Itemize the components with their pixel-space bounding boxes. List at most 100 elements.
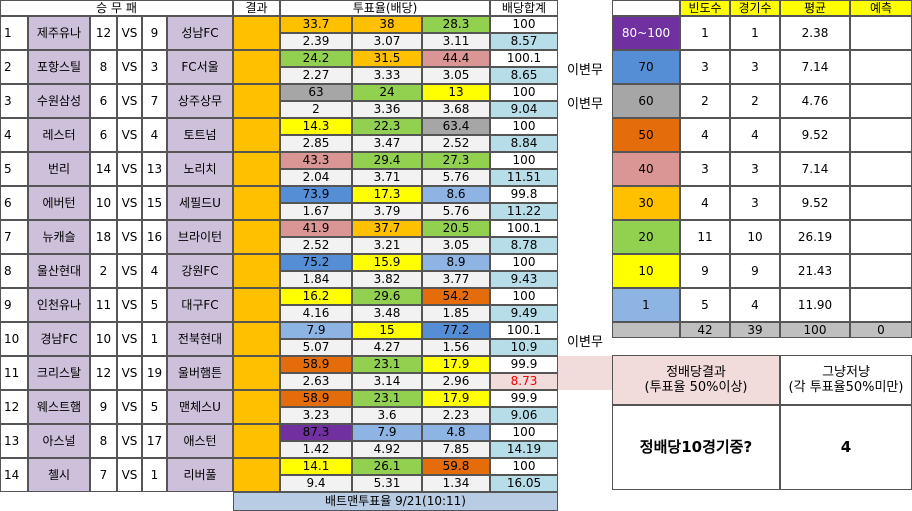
result	[233, 118, 280, 152]
odds: 2.52	[280, 237, 352, 254]
home-team: 번리	[28, 152, 90, 186]
odds-sum: 8.65	[490, 67, 558, 84]
games: 9	[730, 254, 780, 288]
vote-rate: 28.3	[422, 16, 490, 33]
odds-sum: 8.78	[490, 237, 558, 254]
vote-rate: 29.4	[352, 152, 422, 169]
vote-rate: 43.3	[280, 152, 352, 169]
games: 4	[730, 118, 780, 152]
vote-sum: 100.1	[490, 220, 558, 237]
highlight-band	[558, 356, 612, 390]
vote-rate: 33.7	[280, 16, 352, 33]
vote-rate: 63	[280, 84, 352, 101]
odds: 5.76	[422, 203, 490, 220]
odds: 3.36	[352, 101, 422, 118]
avg: 9.52	[780, 118, 850, 152]
odds: 2.52	[422, 135, 490, 152]
odds: 3.71	[352, 169, 422, 186]
total-avg: 100	[780, 322, 850, 338]
odds: 5.76	[422, 169, 490, 186]
avg: 9.52	[780, 186, 850, 220]
odds: 2.27	[280, 67, 352, 84]
odds-sum: 11.22	[490, 203, 558, 220]
odds: 9.4	[280, 475, 352, 492]
away-team: 노리치	[167, 152, 233, 186]
result	[233, 322, 280, 356]
home-team: 첼시	[28, 458, 90, 492]
vote-rate: 63.4	[422, 118, 490, 135]
vote-rate: 29.6	[352, 288, 422, 305]
summary-col2: 그냥저냥 (각 투표율50%미만)	[780, 355, 912, 405]
away-team: 리버풀	[167, 458, 233, 492]
vs: VS	[117, 424, 142, 458]
range: 40	[612, 152, 680, 186]
home-team: 수원삼성	[28, 84, 90, 118]
odds: 4.92	[352, 441, 422, 458]
header-sum: 배당합계	[490, 0, 558, 16]
home-rank: 8	[90, 50, 117, 84]
odds: 5.31	[352, 475, 422, 492]
odds: 3.23	[280, 407, 352, 424]
home-rank: 6	[90, 118, 117, 152]
prediction	[850, 220, 912, 254]
vs: VS	[117, 356, 142, 390]
games: 10	[730, 220, 780, 254]
odds-sum: 8.73	[490, 373, 558, 390]
vote-rate: 17.9	[422, 390, 490, 407]
away-rank: 13	[142, 152, 167, 186]
vote-rate: 73.9	[280, 186, 352, 203]
match-no: 12	[0, 390, 28, 424]
vote-rate: 24.2	[280, 50, 352, 67]
summary-answer: 4	[780, 405, 912, 490]
vote-rate: 16.2	[280, 288, 352, 305]
prediction	[850, 16, 912, 50]
odds-sum: 9.06	[490, 407, 558, 424]
match-no: 11	[0, 356, 28, 390]
header-votes: 투표율(배당)	[280, 0, 490, 16]
away-rank: 1	[142, 322, 167, 356]
vote-rate: 44.4	[422, 50, 490, 67]
odds: 3.68	[422, 101, 490, 118]
games: 4	[730, 288, 780, 322]
odds: 2.39	[280, 33, 352, 50]
home-team: 제주유나	[28, 16, 90, 50]
vote-sum: 100.1	[490, 50, 558, 67]
match-no: 10	[0, 322, 28, 356]
header-result: 결과	[233, 0, 280, 16]
away-team: 울버햄튼	[167, 356, 233, 390]
text-line: 정배당결과	[666, 365, 726, 380]
away-team: 강원FC	[167, 254, 233, 288]
vote-sum: 100	[490, 254, 558, 271]
range: 80~100	[612, 16, 680, 50]
vs: VS	[117, 458, 142, 492]
vote-rate: 58.9	[280, 356, 352, 373]
range: 1	[612, 288, 680, 322]
vote-sum: 100	[490, 458, 558, 475]
vs: VS	[117, 220, 142, 254]
odds: 3.6	[352, 407, 422, 424]
away-rank: 5	[142, 390, 167, 424]
text-line: (각 투표율50%미만)	[788, 380, 904, 395]
match-no: 3	[0, 84, 28, 118]
range: 60	[612, 84, 680, 118]
freq: 11	[680, 220, 730, 254]
odds: 1.67	[280, 203, 352, 220]
odds: 2.96	[422, 373, 490, 390]
odds-sum: 8.57	[490, 33, 558, 50]
result	[233, 152, 280, 186]
vote-rate: 75.2	[280, 254, 352, 271]
home-rank: 12	[90, 16, 117, 50]
prediction	[850, 118, 912, 152]
range: 70	[612, 50, 680, 84]
home-team: 울산현대	[28, 254, 90, 288]
result	[233, 186, 280, 220]
vote-rate: 77.2	[422, 322, 490, 339]
vote-sum: 100	[490, 84, 558, 101]
away-rank: 4	[142, 254, 167, 288]
vote-rate: 8.6	[422, 186, 490, 203]
vote-rate: 24	[352, 84, 422, 101]
vote-rate: 4.8	[422, 424, 490, 441]
odds-sum: 9.43	[490, 271, 558, 288]
vote-rate: 7.9	[352, 424, 422, 441]
vote-rate: 23.1	[352, 356, 422, 373]
